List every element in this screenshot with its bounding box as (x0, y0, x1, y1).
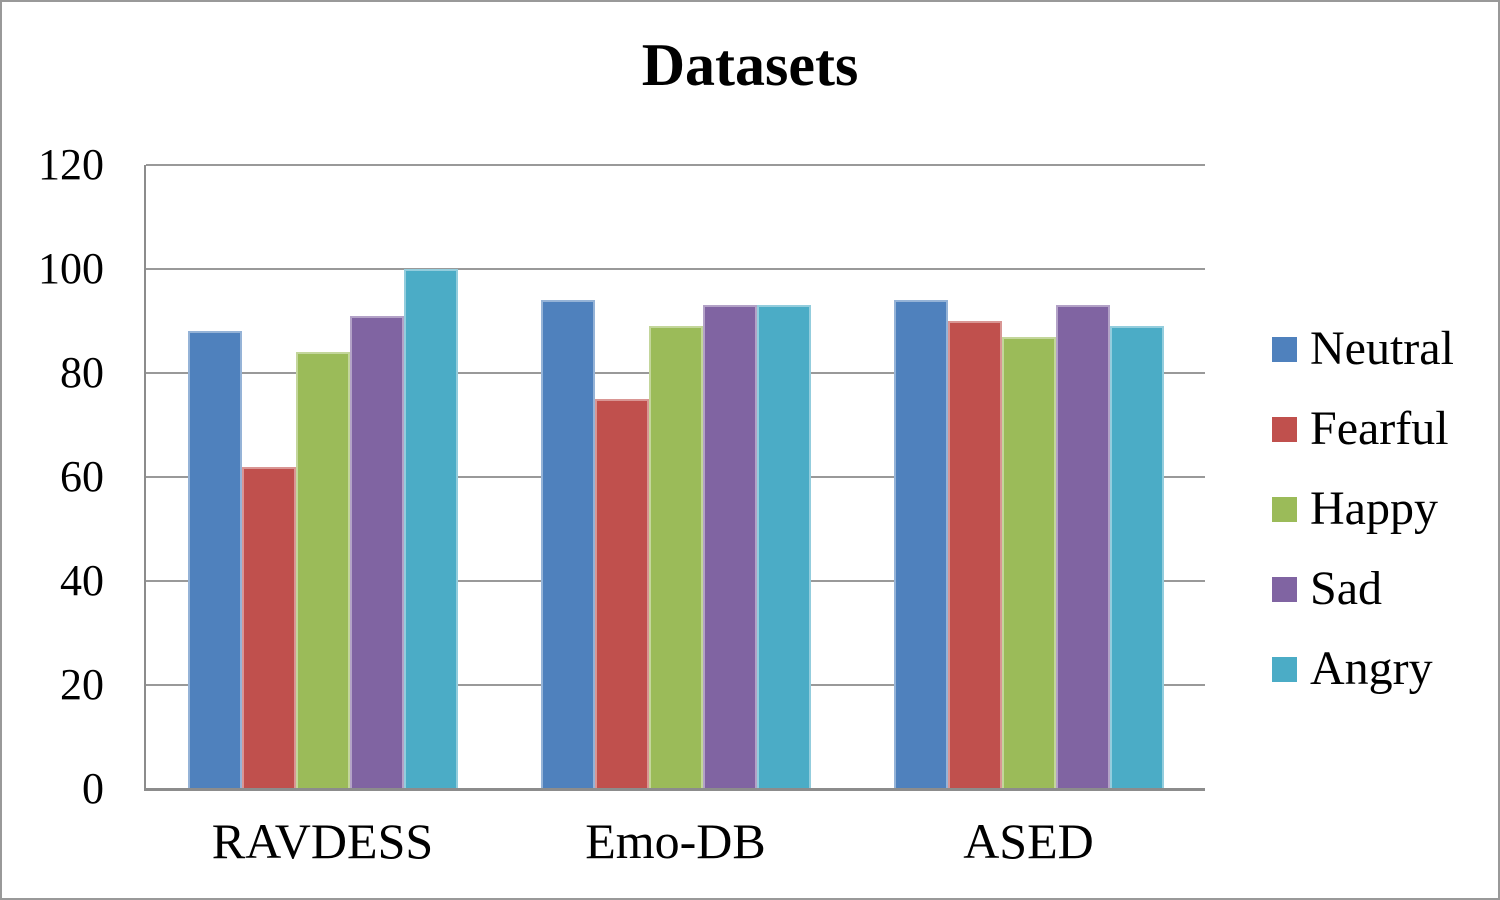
legend-item: Neutral (1272, 309, 1454, 389)
y-tick-label: 0 (82, 764, 104, 813)
legend-item: Fearful (1272, 389, 1454, 469)
legend-item: Happy (1272, 469, 1454, 549)
legend: Neutral Fearful Happy Sad Angry (1272, 309, 1454, 709)
bar-neutral-emo-db (540, 300, 595, 789)
y-tick-label: 20 (60, 660, 104, 709)
gridline (146, 268, 1205, 270)
legend-label: Happy (1310, 482, 1438, 535)
legend-label: Fearful (1310, 402, 1449, 455)
y-tick-label: 60 (60, 452, 104, 501)
legend-swatch-happy (1272, 496, 1297, 522)
legend-item: Sad (1272, 549, 1454, 629)
bar-group (540, 165, 811, 789)
bar-angry-emo-db (756, 305, 811, 789)
bar-fearful-ased (947, 321, 1002, 789)
y-tick-label: 80 (60, 348, 104, 397)
bar-sad-ased (1055, 305, 1110, 789)
y-tick-label: 40 (60, 556, 104, 605)
gridline (146, 164, 1205, 166)
legend-swatch-angry (1272, 656, 1297, 682)
bar-angry-ased (1109, 326, 1164, 789)
bar-group (893, 165, 1164, 789)
bar-neutral-ravdess (187, 331, 242, 789)
legend-swatch-neutral (1272, 336, 1297, 362)
y-axis-line (144, 165, 146, 791)
plot-area (146, 164, 1205, 789)
bar-fearful-ravdess (241, 467, 296, 789)
bar-angry-ravdess (403, 269, 458, 789)
x-category-label: RAVDESS (211, 813, 434, 869)
bar-neutral-ased (893, 300, 948, 789)
legend-swatch-sad (1272, 576, 1297, 602)
bar-happy-ased (1001, 337, 1056, 789)
bar-sad-emo-db (702, 305, 757, 789)
y-tick-label: 120 (38, 140, 104, 189)
legend-label: Sad (1310, 562, 1382, 615)
legend-item: Angry (1272, 629, 1454, 709)
x-category-label: Emo-DB (585, 813, 766, 869)
chart-title: Datasets (641, 32, 859, 98)
x-category-label: ASED (963, 813, 1094, 869)
legend-label: Neutral (1310, 322, 1454, 375)
bar-happy-emo-db (648, 326, 703, 789)
legend-label: Angry (1310, 642, 1433, 695)
bar-happy-ravdess (295, 352, 350, 789)
legend-swatch-fearful (1272, 416, 1297, 442)
bar-group (187, 165, 458, 789)
bar-sad-ravdess (349, 316, 404, 789)
x-axis-line (144, 788, 1205, 791)
bar-fearful-emo-db (594, 399, 649, 789)
y-tick-label: 100 (38, 244, 104, 293)
